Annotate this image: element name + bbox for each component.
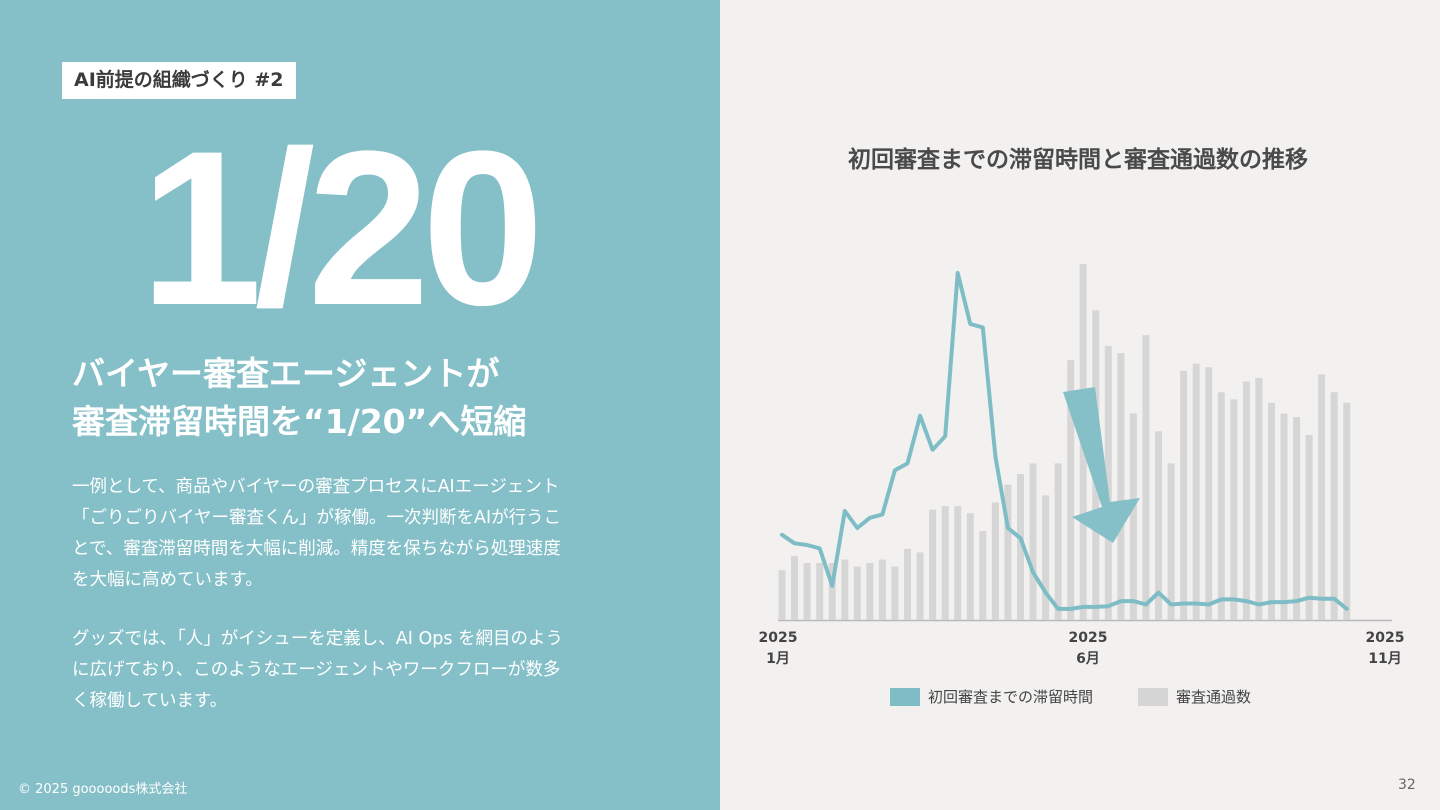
x-tick-label: 2025 11月 [1350, 628, 1420, 670]
bar [1042, 495, 1050, 620]
legend-item-bar: 審査通過数 [1138, 686, 1251, 707]
bar [1330, 392, 1338, 620]
bar [916, 552, 924, 620]
bar [878, 559, 886, 620]
chart [778, 264, 1392, 622]
bar [1280, 413, 1288, 620]
bar [1067, 360, 1075, 620]
bar [803, 563, 811, 620]
page-number: 32 [1398, 777, 1416, 793]
bar [853, 566, 861, 620]
paragraph-1: 一例として、商品やバイヤーの審査プロセスにAIエージェント 「ごりごりバイヤー審… [72, 472, 662, 596]
line-series [780, 271, 1349, 611]
bar [1054, 463, 1062, 620]
legend-label: 初回審査までの滞留時間 [928, 688, 1094, 706]
legend-swatch [890, 687, 920, 706]
paragraph-1-line: 「ごりごりバイヤー審査くん」が稼働。一次判断をAIが行うこ [72, 508, 562, 528]
legend-swatch [1138, 687, 1168, 706]
paragraph-2-line: に広げており、このようなエージェントやワークフローが数多 [72, 660, 561, 680]
bar [1293, 417, 1301, 620]
legend-item-line: 初回審査までの滞留時間 [890, 686, 1093, 707]
copyright: © 2025 gooooods株式会社 [18, 782, 188, 797]
bar [1217, 392, 1225, 620]
x-tick-label: 2025 6月 [1053, 628, 1123, 670]
paragraph-1-line: を大幅に高めています。 [72, 570, 263, 590]
bar [866, 563, 874, 620]
bar [1029, 463, 1037, 620]
paragraph-2: グッズでは、「人」がイシューを定義し、AI Ops を網目のよう に広げており、… [72, 624, 662, 717]
bar [816, 563, 824, 620]
bar [1180, 370, 1188, 620]
bar [904, 548, 911, 620]
x-tick-label: 2025 1月 [743, 628, 813, 670]
big-number: 1/20 [140, 105, 544, 351]
bar [1305, 434, 1313, 620]
bar [1255, 377, 1263, 620]
x-tick-year: 2025 [758, 630, 798, 646]
bar [1230, 399, 1238, 620]
bar-series [778, 264, 1351, 620]
bar [1117, 353, 1125, 620]
bar [1318, 374, 1326, 620]
down-arrow-annotation [1063, 387, 1140, 543]
x-tick-month: 11月 [1368, 651, 1402, 667]
x-tick-month: 1月 [766, 651, 790, 667]
paragraph-1-line: とで、審査滞留時間を大幅に削減。精度を保ちながら処理速度 [72, 539, 561, 559]
paragraph-2-line: く稼働しています。 [72, 691, 228, 711]
x-tick-year: 2025 [1365, 630, 1405, 646]
bar [929, 509, 937, 620]
headline-line-1: バイヤー審査エージェントが [72, 354, 500, 393]
bar [941, 506, 949, 620]
paragraph-2-line: グッズでは、「人」がイシューを定義し、AI Ops を網目のよう [72, 629, 564, 649]
bar [1129, 413, 1137, 620]
bar [1242, 381, 1250, 620]
bar [891, 566, 899, 620]
bar [1268, 402, 1275, 620]
bar [828, 563, 836, 620]
bar [1343, 402, 1351, 620]
bar [966, 513, 974, 620]
x-tick-month: 6月 [1076, 651, 1100, 667]
bar [791, 555, 798, 620]
bar [1192, 363, 1200, 620]
bar [1142, 335, 1150, 620]
legend-label: 審査通過数 [1176, 688, 1252, 706]
bar [979, 531, 987, 620]
bar [954, 506, 962, 620]
bar [1017, 474, 1024, 620]
headline: バイヤー審査エージェントが 審査滞留時間を“1/20”へ短縮 [72, 350, 526, 446]
bar [1104, 345, 1112, 620]
bar [778, 570, 786, 620]
bar [1004, 484, 1012, 620]
bar [991, 502, 999, 620]
left-panel: AI前提の組織づくり #2 1/20 バイヤー審査エージェントが 審査滞留時間を… [0, 0, 720, 810]
bar [1205, 367, 1213, 620]
paragraph-1-line: 一例として、商品やバイヤーの審査プロセスにAIエージェント [72, 477, 560, 497]
series-tag: AI前提の組織づくり #2 [62, 62, 296, 99]
chart-title: 初回審査までの滞留時間と審査通過数の推移 [848, 147, 1308, 173]
headline-line-2: 審査滞留時間を“1/20”へ短縮 [72, 402, 527, 441]
bar [1155, 431, 1162, 620]
bar [841, 559, 849, 620]
x-tick-year: 2025 [1068, 630, 1108, 646]
bar [1167, 463, 1175, 620]
